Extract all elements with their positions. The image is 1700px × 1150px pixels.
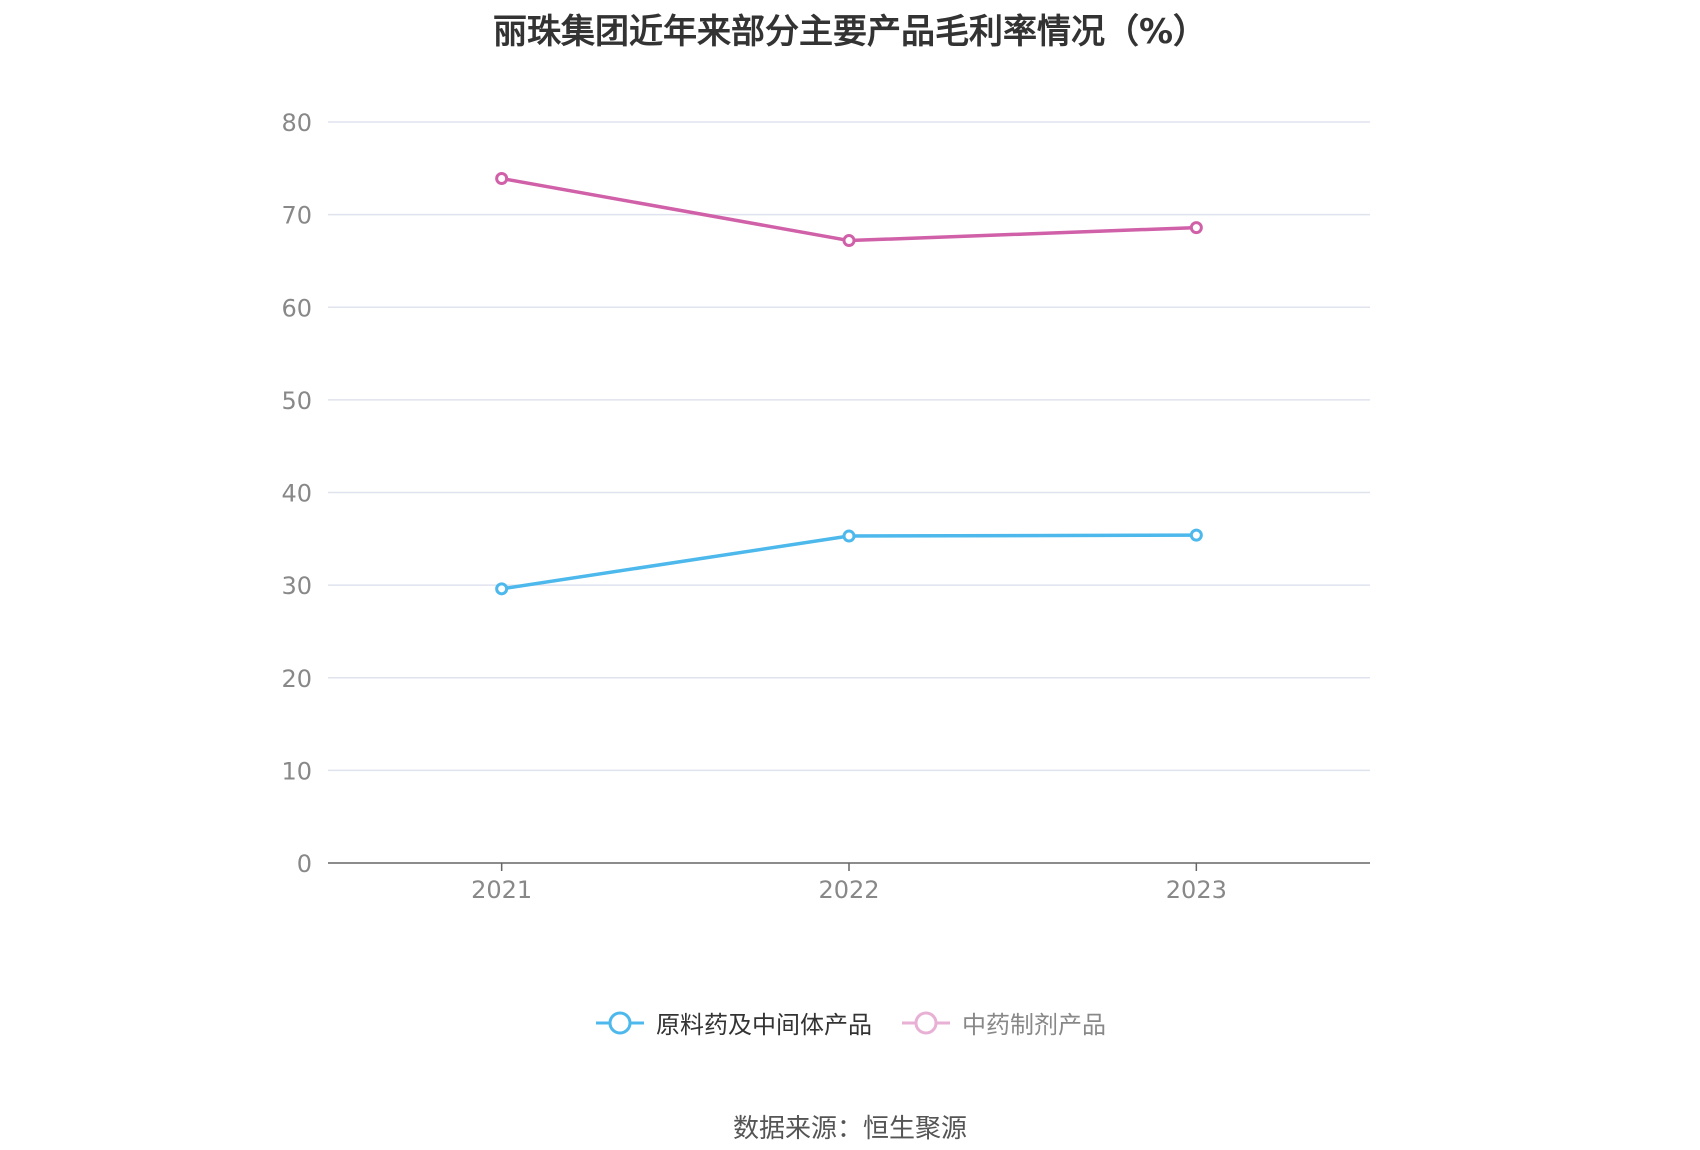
y-tick-label: 30 [281,572,312,600]
legend: 原料药及中间体产品 中药制剂产品 [0,1005,1700,1040]
grid-lines [328,121,1370,772]
y-tick-label: 10 [281,757,312,785]
x-tick-label: 2022 [818,876,879,904]
data-point[interactable] [842,234,856,248]
series-lines [495,172,1203,596]
data-point[interactable] [1189,221,1203,235]
x-tick-label: 2021 [471,876,532,904]
y-tick-label: 20 [281,665,312,693]
legend-item-tcm[interactable]: 中药制剂产品 [900,1005,1106,1040]
y-tick-label: 0 [297,850,312,878]
data-point[interactable] [842,529,856,543]
y-tick-label: 70 [281,202,312,230]
source-note: 数据来源：恒生聚源 [732,1114,967,1144]
series-0 [495,528,1203,596]
legend-label-raw-materials: 原料药及中间体产品 [656,1011,872,1039]
y-tick-label: 40 [281,480,312,508]
y-axis-ticks: 0 10 20 30 40 50 60 70 80 [281,109,312,878]
data-point[interactable] [495,582,509,596]
series-1 [495,172,1203,248]
legend-marker-raw-materials-icon [596,1011,644,1034]
series-line [501,533,1197,591]
x-axis: 2021 2022 2023 [328,862,1370,904]
x-tick-label: 2023 [1166,876,1227,904]
y-tick-label: 60 [281,294,312,322]
series-line [501,176,1197,243]
y-tick-label: 50 [281,387,312,415]
legend-label-tcm: 中药制剂产品 [962,1011,1106,1039]
data-point[interactable] [1189,528,1203,542]
legend-marker-tcm-icon [902,1011,950,1034]
y-tick-label: 80 [281,109,312,137]
legend-item-raw-materials[interactable]: 原料药及中间体产品 [594,1005,872,1040]
data-point[interactable] [495,172,509,186]
chart-title: 丽珠集团近年来部分主要产品毛利率情况（%） [492,12,1208,52]
